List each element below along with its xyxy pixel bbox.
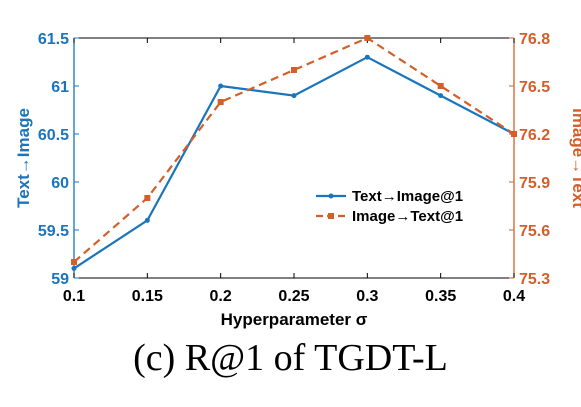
legend-marker-text-to-image <box>328 193 334 199</box>
data-point-image-to-text <box>291 67 297 73</box>
data-point-text-to-image <box>364 54 370 60</box>
y-tick-label-right: 76.2 <box>519 127 550 144</box>
y-tick-label-right: 76.8 <box>519 31 550 48</box>
x-tick-label: 0.3 <box>356 288 378 305</box>
y-tick-label-right: 75.3 <box>519 271 550 288</box>
data-point-image-to-text <box>217 99 224 105</box>
dual-axis-line-chart: 0.1 0.15 0.2 0.25 0.3 0.35 0.4 59 59.5 60 60.5 61 61… <box>14 31 581 329</box>
series-layer <box>71 35 517 271</box>
y-axis-title-right: Image→Text <box>569 108 581 208</box>
data-point-text-to-image <box>218 83 224 89</box>
x-tick-label: 0.2 <box>210 288 232 305</box>
y-tick-label-left: 59.5 <box>38 223 69 240</box>
series-line-text-to-image <box>73 55 515 270</box>
data-point-text-to-image <box>438 93 444 99</box>
legend-label-image-to-text: Image→Text@1 <box>352 208 463 225</box>
data-point-image-to-text <box>437 83 444 89</box>
figure-caption: (c) R@1 of TGDT-L <box>133 337 448 379</box>
y-tick-label-left: 60 <box>51 175 69 192</box>
x-tick-label: 0.1 <box>63 288 85 305</box>
data-point-image-to-text <box>364 35 371 41</box>
legend-marker-image-to-text <box>328 213 334 219</box>
y-axis-title-left: Text→Image <box>14 108 33 208</box>
x-tick-label: 0.25 <box>278 288 309 305</box>
y-tick-label-left: 59 <box>51 271 69 288</box>
x-tick-label: 0.15 <box>132 288 163 305</box>
y-tick-label-right: 76.5 <box>519 79 550 96</box>
y-tick-label-right: 75.6 <box>519 223 550 240</box>
x-tick-label: 0.35 <box>425 288 456 305</box>
data-point-image-to-text <box>71 259 77 265</box>
axes: 0.1 0.15 0.2 0.25 0.3 0.35 0.4 59 59.5 60 60.5 61 61… <box>38 31 550 305</box>
data-point-image-to-text <box>144 195 151 201</box>
y-tick-label-left: 61 <box>51 79 69 96</box>
data-point-text-to-image <box>291 93 297 99</box>
x-tick-label: 0.4 <box>503 288 525 305</box>
y-tick-label-left: 61.5 <box>38 31 69 48</box>
y-tick-label-right: 75.9 <box>519 175 550 192</box>
x-axis-title: Hyperparameter σ <box>221 310 368 329</box>
data-point-image-to-text <box>511 131 517 137</box>
y-tick-label-left: 60.5 <box>38 127 69 144</box>
legend: Text→Image@1 Image→Text@1 <box>316 188 463 225</box>
legend-label-text-to-image: Text→Image@1 <box>352 188 463 205</box>
data-point-text-to-image <box>71 265 77 271</box>
data-point-text-to-image <box>144 217 150 223</box>
